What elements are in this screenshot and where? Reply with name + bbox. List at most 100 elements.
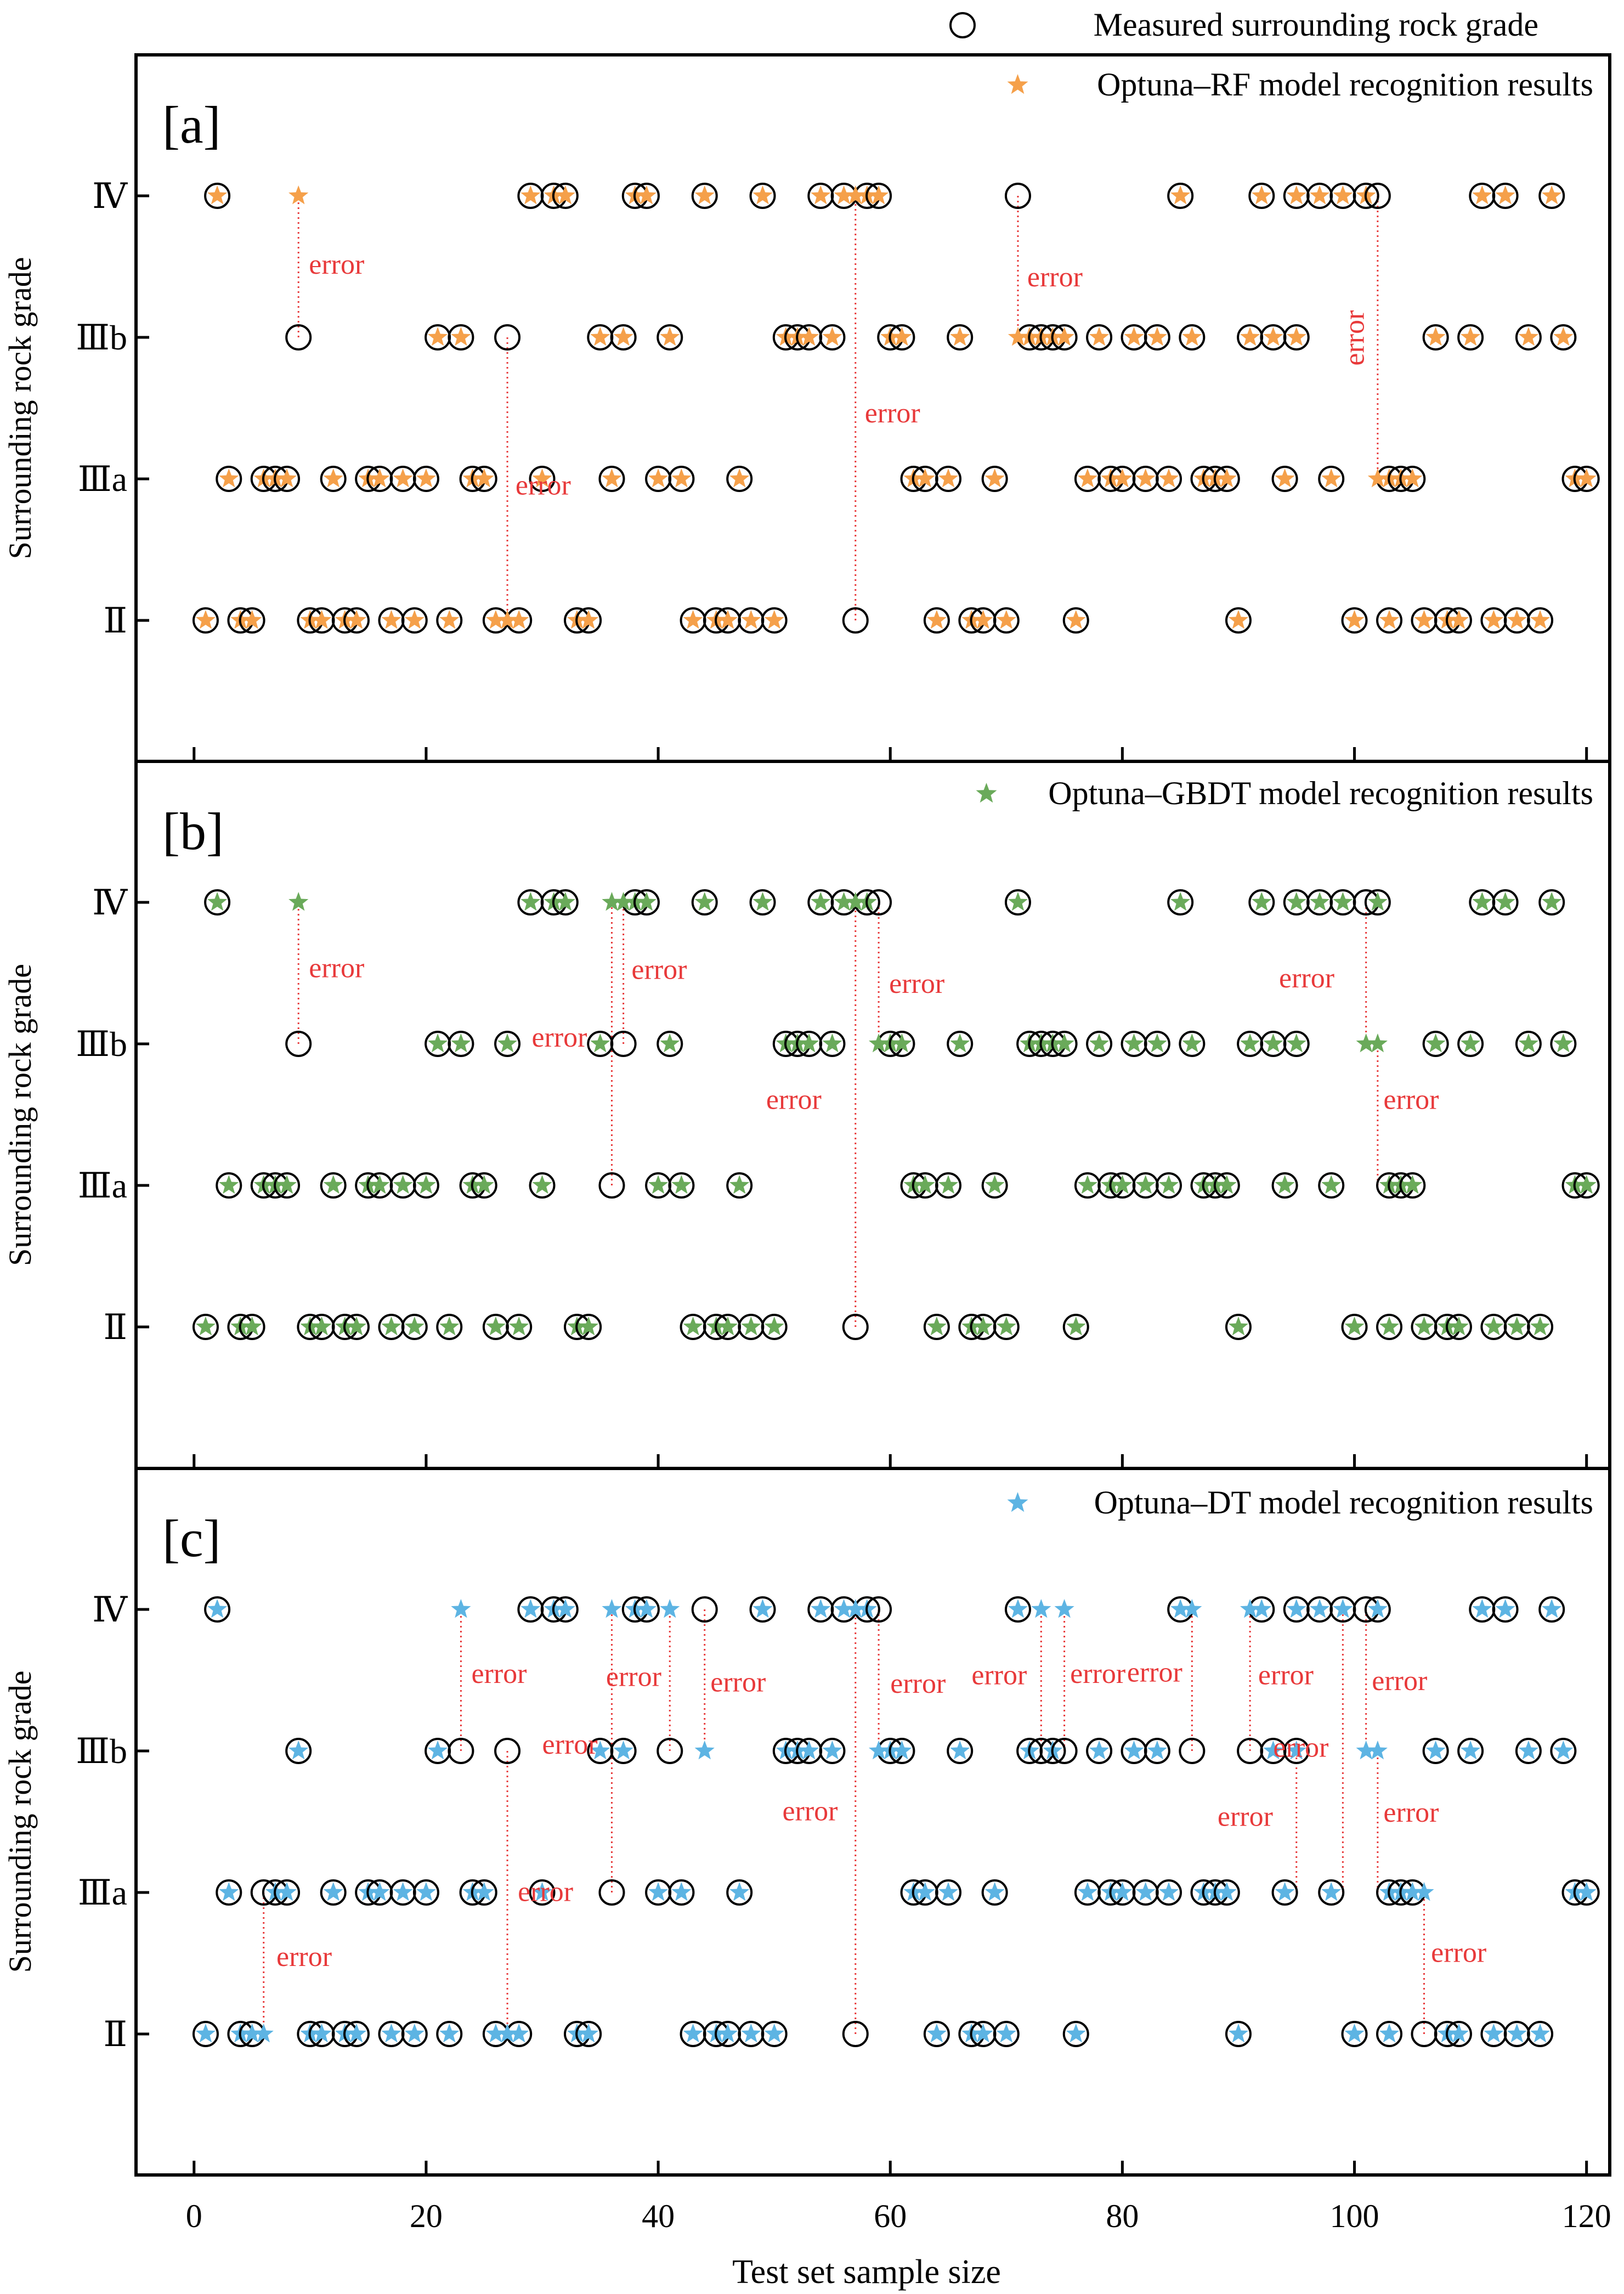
prediction-point xyxy=(485,1316,506,1336)
measured-point xyxy=(761,607,788,634)
panel-label: [a] xyxy=(162,95,221,154)
error-label: error xyxy=(1279,963,1334,994)
prediction-point xyxy=(1576,1175,1597,1194)
prediction-point xyxy=(660,1033,680,1053)
measured-point xyxy=(633,183,660,209)
measured-point xyxy=(412,466,439,492)
measured-point xyxy=(1156,1172,1182,1199)
prediction-point xyxy=(207,185,228,205)
error-label: error xyxy=(782,1795,838,1827)
legend-model-label: Optuna–DT model recognition results xyxy=(1094,1484,1593,1521)
prediction-point xyxy=(799,1033,819,1053)
measured-point xyxy=(923,607,950,634)
prediction-point xyxy=(996,1316,1016,1336)
error-label: error xyxy=(1383,1084,1439,1116)
prediction-point xyxy=(590,327,610,346)
prediction-point xyxy=(1228,610,1248,629)
measured-point xyxy=(192,607,219,634)
prediction-point xyxy=(1216,468,1237,488)
prediction-point xyxy=(892,1033,912,1053)
measured-point xyxy=(506,1314,533,1340)
prediction-point xyxy=(822,1033,842,1053)
prediction-point xyxy=(973,610,993,629)
prediction-point xyxy=(277,1175,297,1194)
prediction-point xyxy=(1553,1033,1574,1053)
prediction-point xyxy=(694,185,715,205)
measured-point xyxy=(1062,1314,1089,1340)
error-prediction-point xyxy=(1356,1033,1376,1053)
prediction-point xyxy=(370,1882,390,1901)
error-prediction-point xyxy=(497,610,518,629)
measured-point xyxy=(668,1172,695,1199)
prediction-point xyxy=(613,1741,633,1760)
measured-point xyxy=(668,1879,695,1906)
measured-point xyxy=(923,2021,950,2047)
prediction-point xyxy=(370,1175,390,1194)
measured-point xyxy=(1051,1738,1078,1764)
measured-point xyxy=(216,466,242,492)
prediction-point xyxy=(984,468,1005,488)
prediction-point xyxy=(242,1316,262,1336)
measured-point xyxy=(436,607,463,634)
measured-point xyxy=(1179,1031,1206,1057)
error-prediction-point xyxy=(845,185,865,205)
prediction-point xyxy=(1344,1316,1365,1336)
prediction-point xyxy=(1112,1175,1133,1194)
measured-point xyxy=(575,1314,602,1340)
error-prediction-point xyxy=(602,1599,622,1618)
measured-point xyxy=(657,1738,683,1764)
measured-point xyxy=(1051,324,1078,351)
measured-point xyxy=(274,466,301,492)
prediction-point xyxy=(1495,1599,1515,1618)
error-label: error xyxy=(631,954,687,985)
prediction-point xyxy=(1495,892,1515,911)
prediction-point xyxy=(950,1033,970,1053)
prediction-point xyxy=(242,610,262,629)
measured-point xyxy=(1144,1738,1170,1764)
measured-point xyxy=(726,1879,753,1906)
measured-point xyxy=(1004,1596,1031,1623)
measured-point xyxy=(1364,183,1391,209)
measured-point xyxy=(575,2021,602,2047)
prediction-point xyxy=(346,1316,367,1336)
measured-point xyxy=(1144,1031,1170,1057)
prediction-point xyxy=(1461,327,1481,346)
measured-point xyxy=(1376,1314,1403,1340)
measured-point xyxy=(610,1738,637,1764)
measured-point xyxy=(1318,1879,1345,1906)
prediction-point xyxy=(694,892,715,911)
prediction-point xyxy=(451,1033,471,1053)
prediction-point xyxy=(1124,327,1144,346)
prediction-point xyxy=(1576,1882,1597,1901)
error-label: error xyxy=(865,398,920,429)
prediction-point xyxy=(926,2024,947,2043)
prediction-point xyxy=(1275,1882,1295,1901)
measured-point xyxy=(889,324,915,351)
y-tick-label: Ⅱ xyxy=(104,2015,128,2054)
prediction-point xyxy=(1530,610,1551,629)
prediction-point xyxy=(579,610,599,629)
prediction-point xyxy=(207,892,228,911)
error-label: error xyxy=(1273,1732,1328,1763)
measured-point xyxy=(1086,1738,1113,1764)
prediction-point xyxy=(1344,2024,1365,2043)
prediction-point xyxy=(381,2024,401,2043)
y-axis-label: Surrounding rock grade xyxy=(2,257,38,560)
measured-point xyxy=(598,1172,625,1199)
measured-point xyxy=(761,2021,788,2047)
prediction-point xyxy=(381,610,401,629)
error-prediction-point xyxy=(253,2024,274,2043)
prediction-point xyxy=(428,1741,448,1760)
error-prediction-point xyxy=(1240,1599,1260,1618)
measured-point xyxy=(1167,183,1194,209)
prediction-point xyxy=(683,2024,703,2043)
measured-point xyxy=(1051,1031,1078,1057)
measured-point xyxy=(726,1172,753,1199)
prediction-point xyxy=(1077,468,1097,488)
prediction-point xyxy=(428,1033,448,1053)
prediction-point xyxy=(497,1033,518,1053)
prediction-point xyxy=(811,185,831,205)
prediction-point xyxy=(1135,1882,1156,1901)
prediction-point xyxy=(1286,327,1306,346)
error-label: error xyxy=(1218,1801,1273,1833)
